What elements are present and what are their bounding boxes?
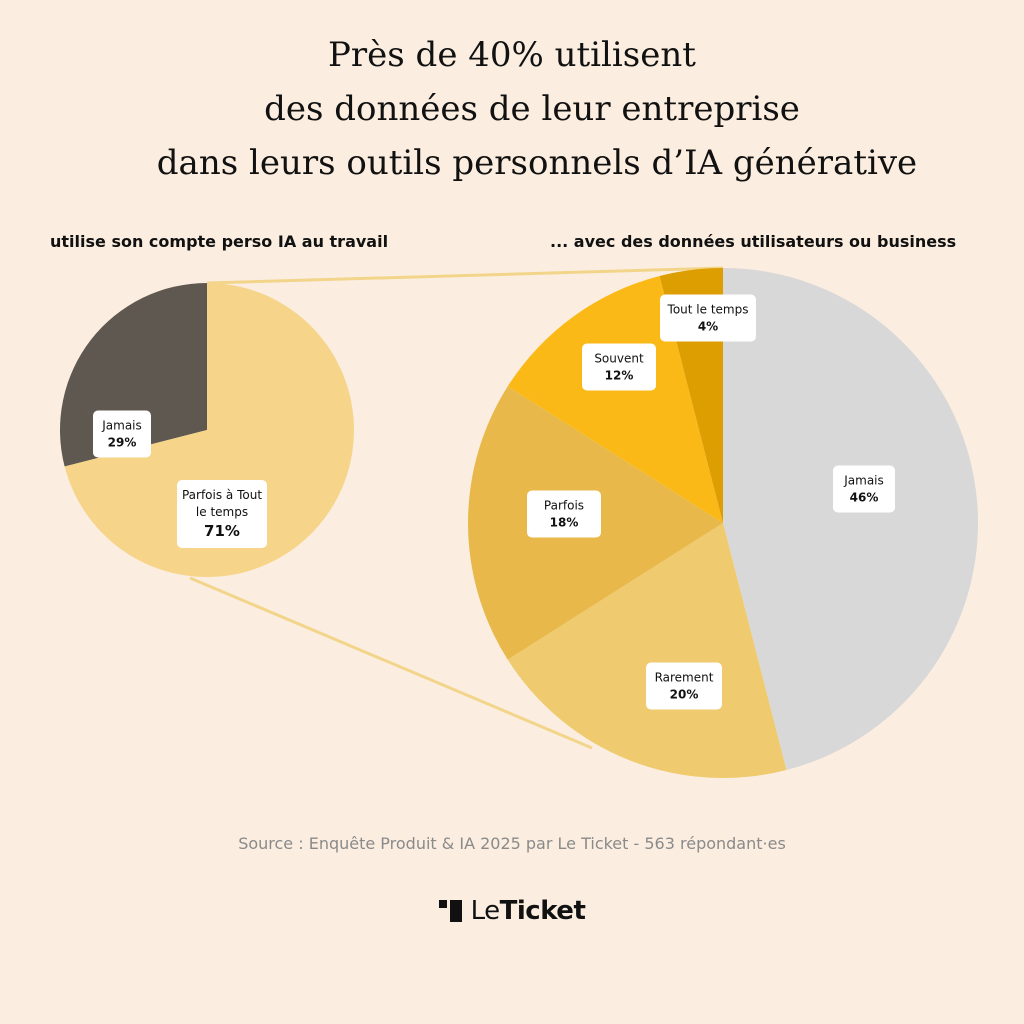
left-pie-title: utilise son compte perso IA au travail: [50, 232, 389, 251]
slice-value-parfois: 18%: [550, 516, 579, 530]
slice-label-parfois-a-tout-le-temps: Parfois à Tout: [182, 488, 262, 502]
pie-slice-parfois-a-tout-le-temps: [64, 283, 355, 577]
slice-value-rarement: 20%: [670, 688, 699, 702]
slice-label-box: [93, 410, 151, 458]
slice-label-rarement: Rarement: [655, 671, 714, 685]
connector-line-top: [206, 266, 724, 285]
slice-label-jamais: Jamais: [101, 419, 142, 433]
chart-title: Près de 40% utilisent des données de leu…: [0, 28, 1024, 190]
logo-text-le: Le: [470, 896, 501, 926]
slice-label-box: [527, 490, 601, 538]
title-line-3: dans leurs outils personnels d’IA généra…: [156, 143, 918, 183]
connector-line-bottom: [189, 576, 593, 750]
logo-mark-icon: [438, 900, 463, 922]
connector-lines: [189, 266, 724, 750]
title-line-2: des données de leur entreprise: [264, 89, 800, 129]
slice-label-box: [582, 343, 656, 391]
pie-slice-rarement: [507, 523, 787, 778]
slice-labels: Jamais 29% Parfois à Tout le temps 71% Jamais…: [93, 294, 895, 710]
slice-label-souvent: Souvent: [594, 352, 644, 366]
slice-label-box: [833, 465, 895, 513]
slice-label-parfois: Parfois: [544, 499, 584, 513]
slice-value-tout-le-temps: 4%: [698, 320, 718, 334]
pie-slice-jamais: [723, 268, 979, 770]
slice-label-box: [177, 480, 267, 548]
slice-value-parfois-a-tout-le-temps: 71%: [204, 522, 240, 540]
logo-text-ticket: Ticket: [499, 896, 586, 926]
source-note: Source : Enquête Produit & IA 2025 par L…: [238, 834, 786, 853]
slice-label-parfois-a-tout-le-temps: le temps: [196, 505, 248, 519]
slice-value-jamais: 29%: [108, 436, 137, 450]
le-ticket-logo: LeTicket: [0, 896, 1024, 926]
slice-label-box: [660, 294, 756, 342]
slice-label-tout-le-temps: Tout le temps: [667, 303, 749, 317]
slice-value-souvent: 12%: [605, 369, 634, 383]
right-pie-title: ... avec des données utilisateurs ou bus…: [550, 232, 957, 251]
slice-value-jamais: 46%: [850, 491, 879, 505]
slice-label-jamais: Jamais: [843, 474, 884, 488]
title-line-1: Près de 40% utilisent: [328, 35, 696, 75]
slice-label-box: [646, 662, 722, 710]
